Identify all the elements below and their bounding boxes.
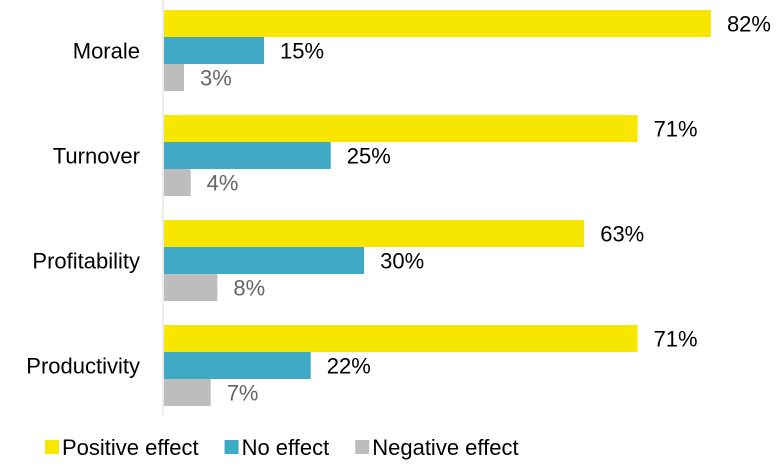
category-label-morale: Morale	[73, 39, 140, 64]
bar-morale-positive-effect	[164, 10, 711, 37]
data-label-profitability-no-effect: 30%	[380, 249, 424, 274]
data-label-morale-no-effect: 15%	[280, 39, 324, 64]
legend-swatch-negative-effect	[355, 440, 370, 454]
legend-label-negative-effect: Negative effect	[372, 435, 518, 460]
legend-label-positive-effect: Positive effect	[62, 435, 199, 460]
data-label-productivity-negative-effect: 7%	[227, 381, 259, 406]
bar-turnover-no-effect	[164, 142, 331, 169]
data-label-productivity-no-effect: 22%	[327, 354, 371, 379]
category-label-turnover: Turnover	[53, 144, 140, 169]
legend-swatch-positive-effect	[45, 440, 59, 454]
category-label-productivity: Productivity	[26, 354, 140, 379]
data-label-morale-positive-effect: 82%	[727, 12, 771, 37]
category-label-profitability: Profitability	[32, 249, 140, 274]
bar-productivity-positive-effect	[164, 325, 638, 352]
bar-profitability-negative-effect	[164, 274, 218, 301]
bar-turnover-positive-effect	[164, 115, 638, 142]
bar-profitability-positive-effect	[164, 220, 585, 247]
bar-turnover-negative-effect	[164, 169, 191, 196]
data-label-profitability-negative-effect: 8%	[233, 276, 265, 301]
data-label-turnover-no-effect: 25%	[347, 144, 391, 169]
bar-productivity-negative-effect	[164, 379, 211, 406]
data-label-turnover-negative-effect: 4%	[207, 171, 239, 196]
bar-profitability-no-effect	[164, 247, 365, 274]
data-label-productivity-positive-effect: 71%	[654, 327, 698, 352]
data-label-morale-negative-effect: 3%	[200, 66, 232, 91]
data-label-profitability-positive-effect: 63%	[600, 222, 644, 247]
bar-productivity-no-effect	[164, 352, 311, 379]
legend-swatch-no-effect	[224, 440, 239, 454]
bar-morale-no-effect	[164, 37, 265, 64]
data-label-turnover-positive-effect: 71%	[654, 117, 698, 142]
bar-morale-negative-effect	[164, 64, 185, 91]
legend-label-no-effect: No effect	[242, 435, 330, 460]
